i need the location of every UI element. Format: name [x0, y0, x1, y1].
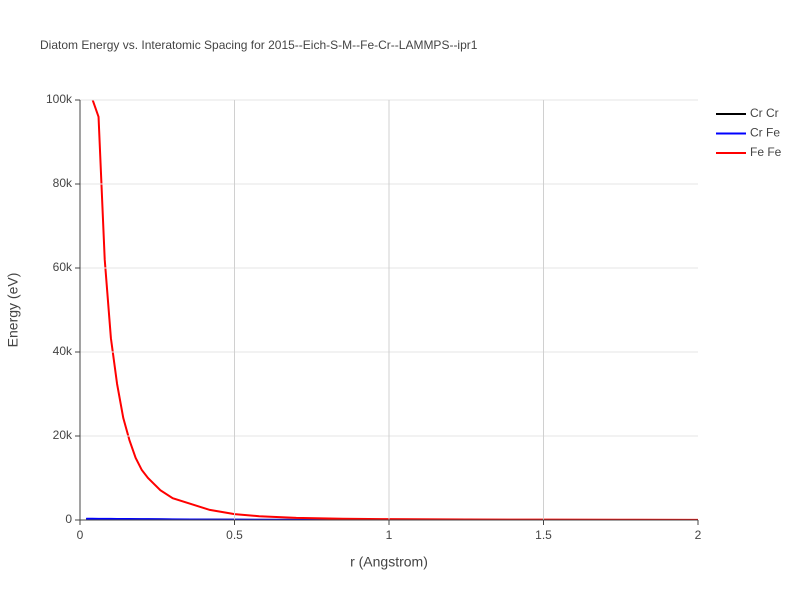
legend-label: Fe Fe	[750, 145, 782, 159]
y-axis-title: Energy (eV)	[5, 273, 21, 348]
x-tick-label: 0	[77, 528, 84, 542]
series-line	[91, 100, 698, 520]
y-tick-label: 80k	[53, 176, 73, 190]
y-tick-label: 20k	[53, 428, 73, 442]
y-tick-label: 0	[65, 512, 72, 526]
plot-area	[86, 100, 698, 520]
x-axis-title: r (Angstrom)	[350, 554, 428, 570]
x-tick-label: 0.5	[226, 528, 243, 542]
x-tick-label: 1	[386, 528, 393, 542]
y-tick-label: 100k	[46, 92, 73, 106]
y-tick-label: 40k	[53, 344, 73, 358]
legend-label: Cr Fe	[750, 126, 780, 140]
chart-title: Diatom Energy vs. Interatomic Spacing fo…	[40, 38, 478, 52]
x-tick-label: 1.5	[535, 528, 552, 542]
x-tick-label: 2	[695, 528, 702, 542]
y-tick-label: 60k	[53, 260, 73, 274]
legend-label: Cr Cr	[750, 106, 779, 120]
